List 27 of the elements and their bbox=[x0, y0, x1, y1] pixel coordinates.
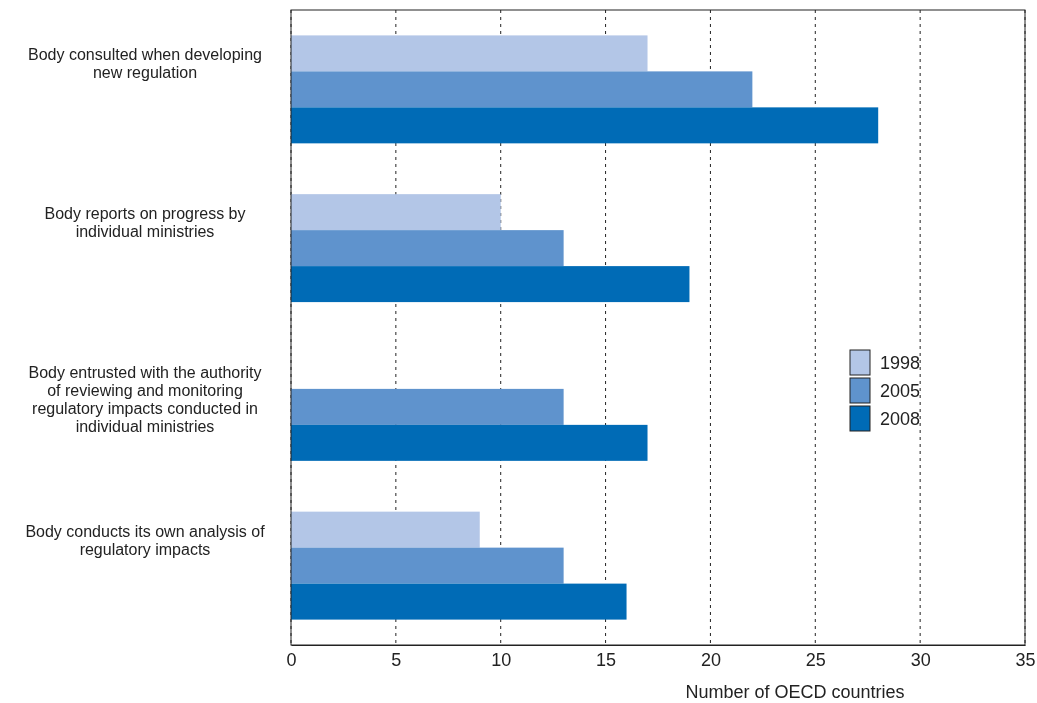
x-tick-label: 15 bbox=[596, 649, 617, 670]
bar bbox=[291, 424, 648, 461]
y-tick-label: Body entrusted with the authority of reviewing and monitoring regulatory impacts conducted in individual ministries bbox=[28, 363, 262, 435]
bar bbox=[291, 194, 501, 231]
x-tick-label: 35 bbox=[1015, 649, 1036, 670]
legend-label: 2008 bbox=[880, 409, 921, 429]
bar bbox=[291, 547, 564, 584]
x-tick-label: 5 bbox=[391, 649, 402, 670]
y-tick-label: Body consulted when developing new regulation bbox=[28, 46, 262, 82]
x-axis-title: Number of OECD countries bbox=[685, 682, 905, 702]
bar bbox=[291, 511, 480, 548]
bar bbox=[291, 230, 564, 267]
legend-label: 1998 bbox=[880, 353, 921, 373]
x-tick-label: 10 bbox=[491, 649, 512, 670]
x-tick-label: 25 bbox=[805, 649, 826, 670]
bar bbox=[291, 71, 753, 108]
x-tick-label: 20 bbox=[700, 649, 721, 670]
bar bbox=[291, 35, 648, 72]
y-tick-label: Body conducts its own analysis of regulatory impacts bbox=[25, 522, 266, 558]
bar bbox=[291, 583, 627, 620]
y-tick-label: Body reports on progress by individual ministries bbox=[44, 205, 246, 241]
x-tick-label: 30 bbox=[910, 649, 931, 670]
bar bbox=[291, 107, 879, 144]
x-tick-label: 0 bbox=[286, 649, 297, 670]
bar bbox=[291, 388, 564, 425]
bar bbox=[291, 266, 690, 303]
legend-label: 2005 bbox=[880, 381, 921, 401]
